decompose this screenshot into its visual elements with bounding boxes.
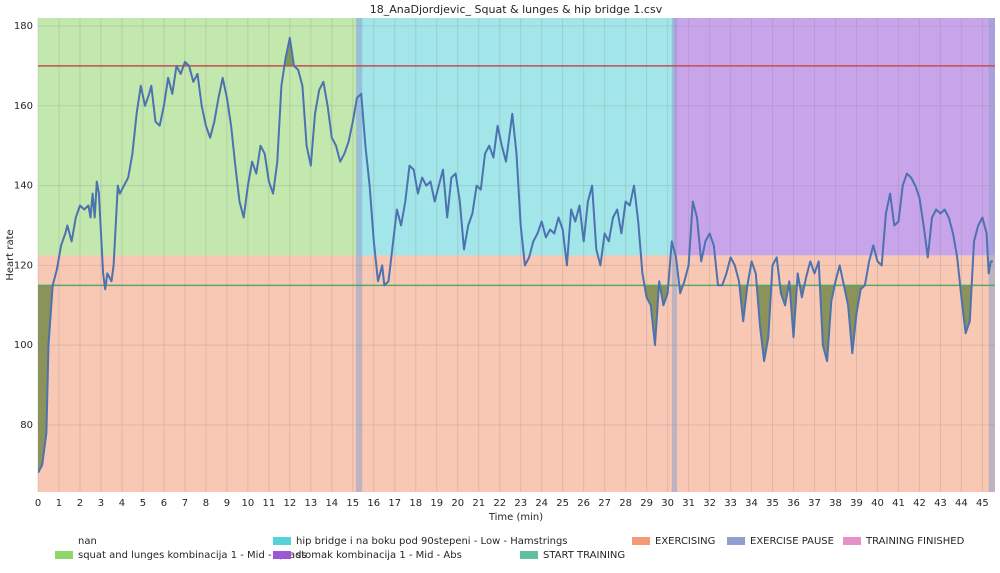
region xyxy=(673,18,995,256)
region xyxy=(38,18,357,256)
axes: 0 1 2 3 4 5 6 7 8 9 10 11 12 13 14 15 16 17 18 19 20 21 22 23 24… xyxy=(14,21,989,509)
heart-rate-line xyxy=(38,36,993,474)
x-tick-label: 16 xyxy=(367,498,380,509)
legend-label: TRAINING FINISHED xyxy=(865,536,965,547)
legend-swatch xyxy=(273,537,291,545)
x-tick-label: 5 xyxy=(140,498,146,509)
legend-label: hip bridge i na boku pod 90stepeni - Low… xyxy=(296,536,568,547)
x-tick-label: 35 xyxy=(766,498,779,509)
x-tick-label: 45 xyxy=(976,498,989,509)
x-tick-label: 36 xyxy=(787,498,800,509)
y-tick-label: 180 xyxy=(14,21,33,32)
region xyxy=(988,18,995,492)
x-tick-label: 24 xyxy=(535,498,548,509)
x-tick-label: 30 xyxy=(661,498,674,509)
y-tick-label: 160 xyxy=(14,101,33,112)
x-tick-label: 10 xyxy=(242,498,255,509)
x-tick-label: 21 xyxy=(472,498,485,509)
x-tick-label: 6 xyxy=(161,498,167,509)
x-tick-label: 23 xyxy=(514,498,527,509)
chart-title: 18_AnaDjordjevic_ Squat & lunges & hip b… xyxy=(370,3,663,16)
legend-label: stomak kombinacija 1 - Mid - Abs xyxy=(296,550,462,561)
x-tick-label: 32 xyxy=(703,498,716,509)
regions xyxy=(38,18,995,492)
x-tick-label: 26 xyxy=(577,498,590,509)
x-tick-label: 11 xyxy=(262,498,275,509)
x-tick-label: 44 xyxy=(955,498,968,509)
x-tick-label: 37 xyxy=(808,498,821,509)
x-tick-label: 34 xyxy=(745,498,758,509)
legend-label: START TRAINING xyxy=(543,550,625,561)
x-axis-label: Time (min) xyxy=(488,512,543,523)
legend-label: nan xyxy=(78,536,97,547)
y-tick-label: 100 xyxy=(14,340,33,351)
x-tick-label: 31 xyxy=(682,498,695,509)
x-tick-label: 22 xyxy=(493,498,506,509)
y-tick-label: 140 xyxy=(14,181,33,192)
legend-label: EXERCISING xyxy=(655,536,715,547)
x-tick-label: 14 xyxy=(325,498,338,509)
x-tick-label: 2 xyxy=(77,498,83,509)
x-tick-label: 8 xyxy=(203,498,209,509)
legend-label: squat and lunges kombinacija 1 - Mid - Q… xyxy=(78,550,307,561)
legend-swatch xyxy=(520,551,538,559)
legend-swatch xyxy=(632,537,650,545)
data xyxy=(38,36,995,474)
x-tick-label: 25 xyxy=(556,498,569,509)
legend-swatch xyxy=(843,537,861,545)
x-tick-label: 39 xyxy=(850,498,863,509)
x-tick-label: 40 xyxy=(871,498,884,509)
x-tick-label: 43 xyxy=(934,498,947,509)
legend-swatch xyxy=(727,537,745,545)
legend-swatch xyxy=(273,551,291,559)
x-tick-label: 38 xyxy=(829,498,842,509)
x-tick-label: 13 xyxy=(304,498,317,509)
x-tick-label: 33 xyxy=(724,498,737,509)
x-tick-label: 18 xyxy=(409,498,422,509)
x-tick-label: 1 xyxy=(56,498,62,509)
x-tick-label: 15 xyxy=(346,498,359,509)
x-tick-label: 27 xyxy=(598,498,611,509)
x-tick-label: 28 xyxy=(619,498,632,509)
x-tick-label: 7 xyxy=(182,498,188,509)
x-tick-label: 41 xyxy=(892,498,905,509)
x-tick-label: 3 xyxy=(98,498,104,509)
region xyxy=(38,255,995,492)
x-tick-label: 4 xyxy=(119,498,125,509)
x-tick-label: 0 xyxy=(35,498,41,509)
legend-label: EXERCISE PAUSE xyxy=(750,536,834,547)
x-tick-label: 42 xyxy=(913,498,926,509)
legend-swatch xyxy=(55,551,73,559)
x-tick-label: 9 xyxy=(224,498,230,509)
x-tick-label: 17 xyxy=(388,498,401,509)
y-tick-label: 80 xyxy=(20,420,33,431)
x-tick-label: 20 xyxy=(451,498,464,509)
legend: nan squat and lunges kombinacija 1 - Mid … xyxy=(55,536,965,561)
y-axis-label: Heart rate xyxy=(5,229,16,280)
x-tick-label: 19 xyxy=(430,498,443,509)
y-tick-label: 120 xyxy=(14,260,33,271)
x-tick-label: 29 xyxy=(640,498,653,509)
x-tick-label: 12 xyxy=(283,498,296,509)
region xyxy=(355,18,363,492)
